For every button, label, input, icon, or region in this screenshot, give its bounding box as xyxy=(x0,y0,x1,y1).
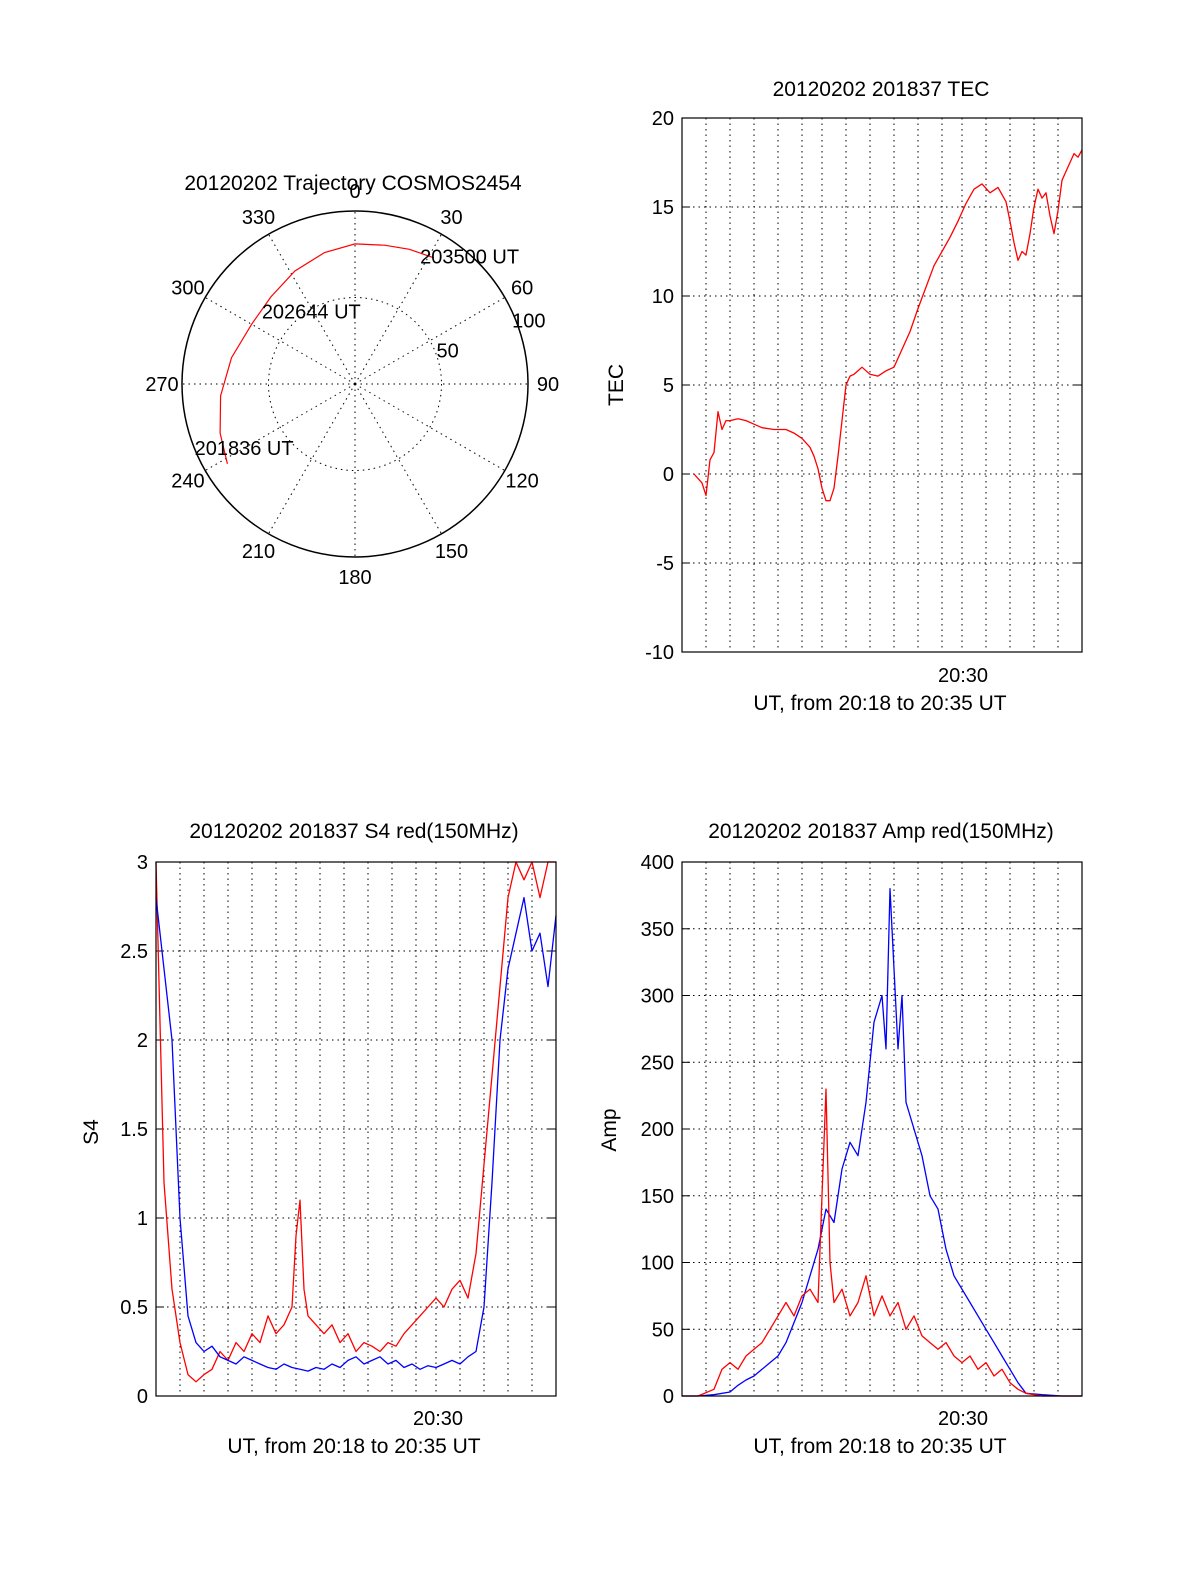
series-line xyxy=(155,861,556,1383)
polar-ring-label: 50 xyxy=(436,340,458,362)
s4-title: 20120202 201837 S4 red(150MHz) xyxy=(189,820,518,843)
polar-spoke xyxy=(204,383,356,471)
y-tick-label: 2.5 xyxy=(120,941,148,963)
polar-azimuth-label: 30 xyxy=(440,207,462,229)
polar-spoke xyxy=(354,233,442,385)
polar-spoke xyxy=(354,383,506,471)
polar-azimuth-label: 60 xyxy=(511,278,533,300)
y-tick-label: -10 xyxy=(645,642,674,664)
y-tick-label: 1 xyxy=(137,1208,148,1230)
polar-azimuth-label: 150 xyxy=(435,541,468,563)
tec-xlabel: UT, from 20:18 to 20:35 UT xyxy=(753,692,1006,715)
plot-frame xyxy=(155,861,557,1397)
y-tick-label: 0 xyxy=(663,1386,674,1408)
series-line xyxy=(155,896,557,1372)
plot-frame xyxy=(681,117,1083,653)
s4-x-tick: 20:30 xyxy=(413,1408,463,1430)
y-tick-label: 300 xyxy=(641,986,674,1008)
polar-azimuth-label: 300 xyxy=(171,278,204,300)
tec-title: 20120202 201837 TEC xyxy=(773,78,990,101)
y-tick-label: 350 xyxy=(641,919,674,941)
y-tick-label: 0 xyxy=(137,1386,148,1408)
y-tick-label: 400 xyxy=(641,852,674,874)
polar-azimuth-label: 330 xyxy=(242,207,275,229)
s4-xlabel: UT, from 20:18 to 20:35 UT xyxy=(227,1435,480,1458)
polar-spoke xyxy=(268,383,356,535)
polar-annotation: 203500 UT xyxy=(420,247,519,269)
plot-frame xyxy=(681,861,1083,1397)
y-tick-label: 200 xyxy=(641,1119,674,1141)
series-line xyxy=(682,888,1082,1397)
amp-title: 20120202 201837 Amp red(150MHz) xyxy=(708,820,1054,843)
polar-trajectory-line xyxy=(219,243,434,464)
amp-chart: 20120202 201837 Amp red(150MHz) Amp 20:3… xyxy=(598,820,1083,1458)
polar-outer-circle xyxy=(181,210,529,558)
y-tick-label: 2 xyxy=(137,1030,148,1052)
polar-annotation: 202644 UT xyxy=(262,301,361,323)
s4-chart: 20120202 201837 S4 red(150MHz) S4 20:30 … xyxy=(80,820,557,1458)
polar-azimuth-label: 180 xyxy=(338,567,371,589)
polar-azimuth-label: 0 xyxy=(349,181,360,203)
y-tick-label: 1.5 xyxy=(120,1119,148,1141)
amp-xlabel: UT, from 20:18 to 20:35 UT xyxy=(753,1435,1006,1458)
polar-azimuth-label: 240 xyxy=(171,471,204,493)
polar-spoke xyxy=(354,383,442,535)
y-tick-label: 20 xyxy=(652,108,674,130)
polar-trajectory-chart: 20120202 Trajectory COSMOS2454 0 30 60 90 12… xyxy=(145,172,559,589)
polar-spoke xyxy=(204,297,356,385)
polar-annotation: 201836 UT xyxy=(195,438,294,460)
y-tick-label: -5 xyxy=(656,553,674,575)
polar-azimuth-label: 120 xyxy=(505,471,538,493)
tec-chart: 20120202 201837 TEC TEC 20:30 UT, from 2… xyxy=(605,78,1083,715)
y-tick-label: 15 xyxy=(652,197,674,219)
polar-azimuth-label: 210 xyxy=(242,541,275,563)
amp-ylabel: Amp xyxy=(598,1108,621,1151)
y-tick-label: 100 xyxy=(641,1253,674,1275)
polar-spoke xyxy=(268,233,356,385)
tec-ylabel: TEC xyxy=(605,364,628,406)
y-tick-label: 250 xyxy=(641,1052,674,1074)
series-line xyxy=(682,1088,1082,1397)
polar-ring-label: 100 xyxy=(512,311,545,333)
tec-x-tick: 20:30 xyxy=(938,665,988,687)
y-tick-label: 10 xyxy=(652,286,674,308)
amp-x-tick: 20:30 xyxy=(938,1408,988,1430)
y-tick-label: 150 xyxy=(641,1186,674,1208)
polar-azimuth-label: 270 xyxy=(145,374,178,396)
y-tick-label: 3 xyxy=(137,852,148,874)
polar-ring xyxy=(268,297,442,471)
s4-ylabel: S4 xyxy=(80,1119,103,1145)
polar-title: 20120202 Trajectory COSMOS2454 xyxy=(184,172,522,195)
y-tick-label: 5 xyxy=(663,375,674,397)
y-tick-label: 0.5 xyxy=(120,1297,148,1319)
series-line xyxy=(693,149,1083,502)
polar-spoke xyxy=(354,297,506,385)
y-tick-label: 50 xyxy=(652,1319,674,1341)
y-tick-label: 0 xyxy=(663,464,674,486)
polar-azimuth-label: 90 xyxy=(537,374,559,396)
